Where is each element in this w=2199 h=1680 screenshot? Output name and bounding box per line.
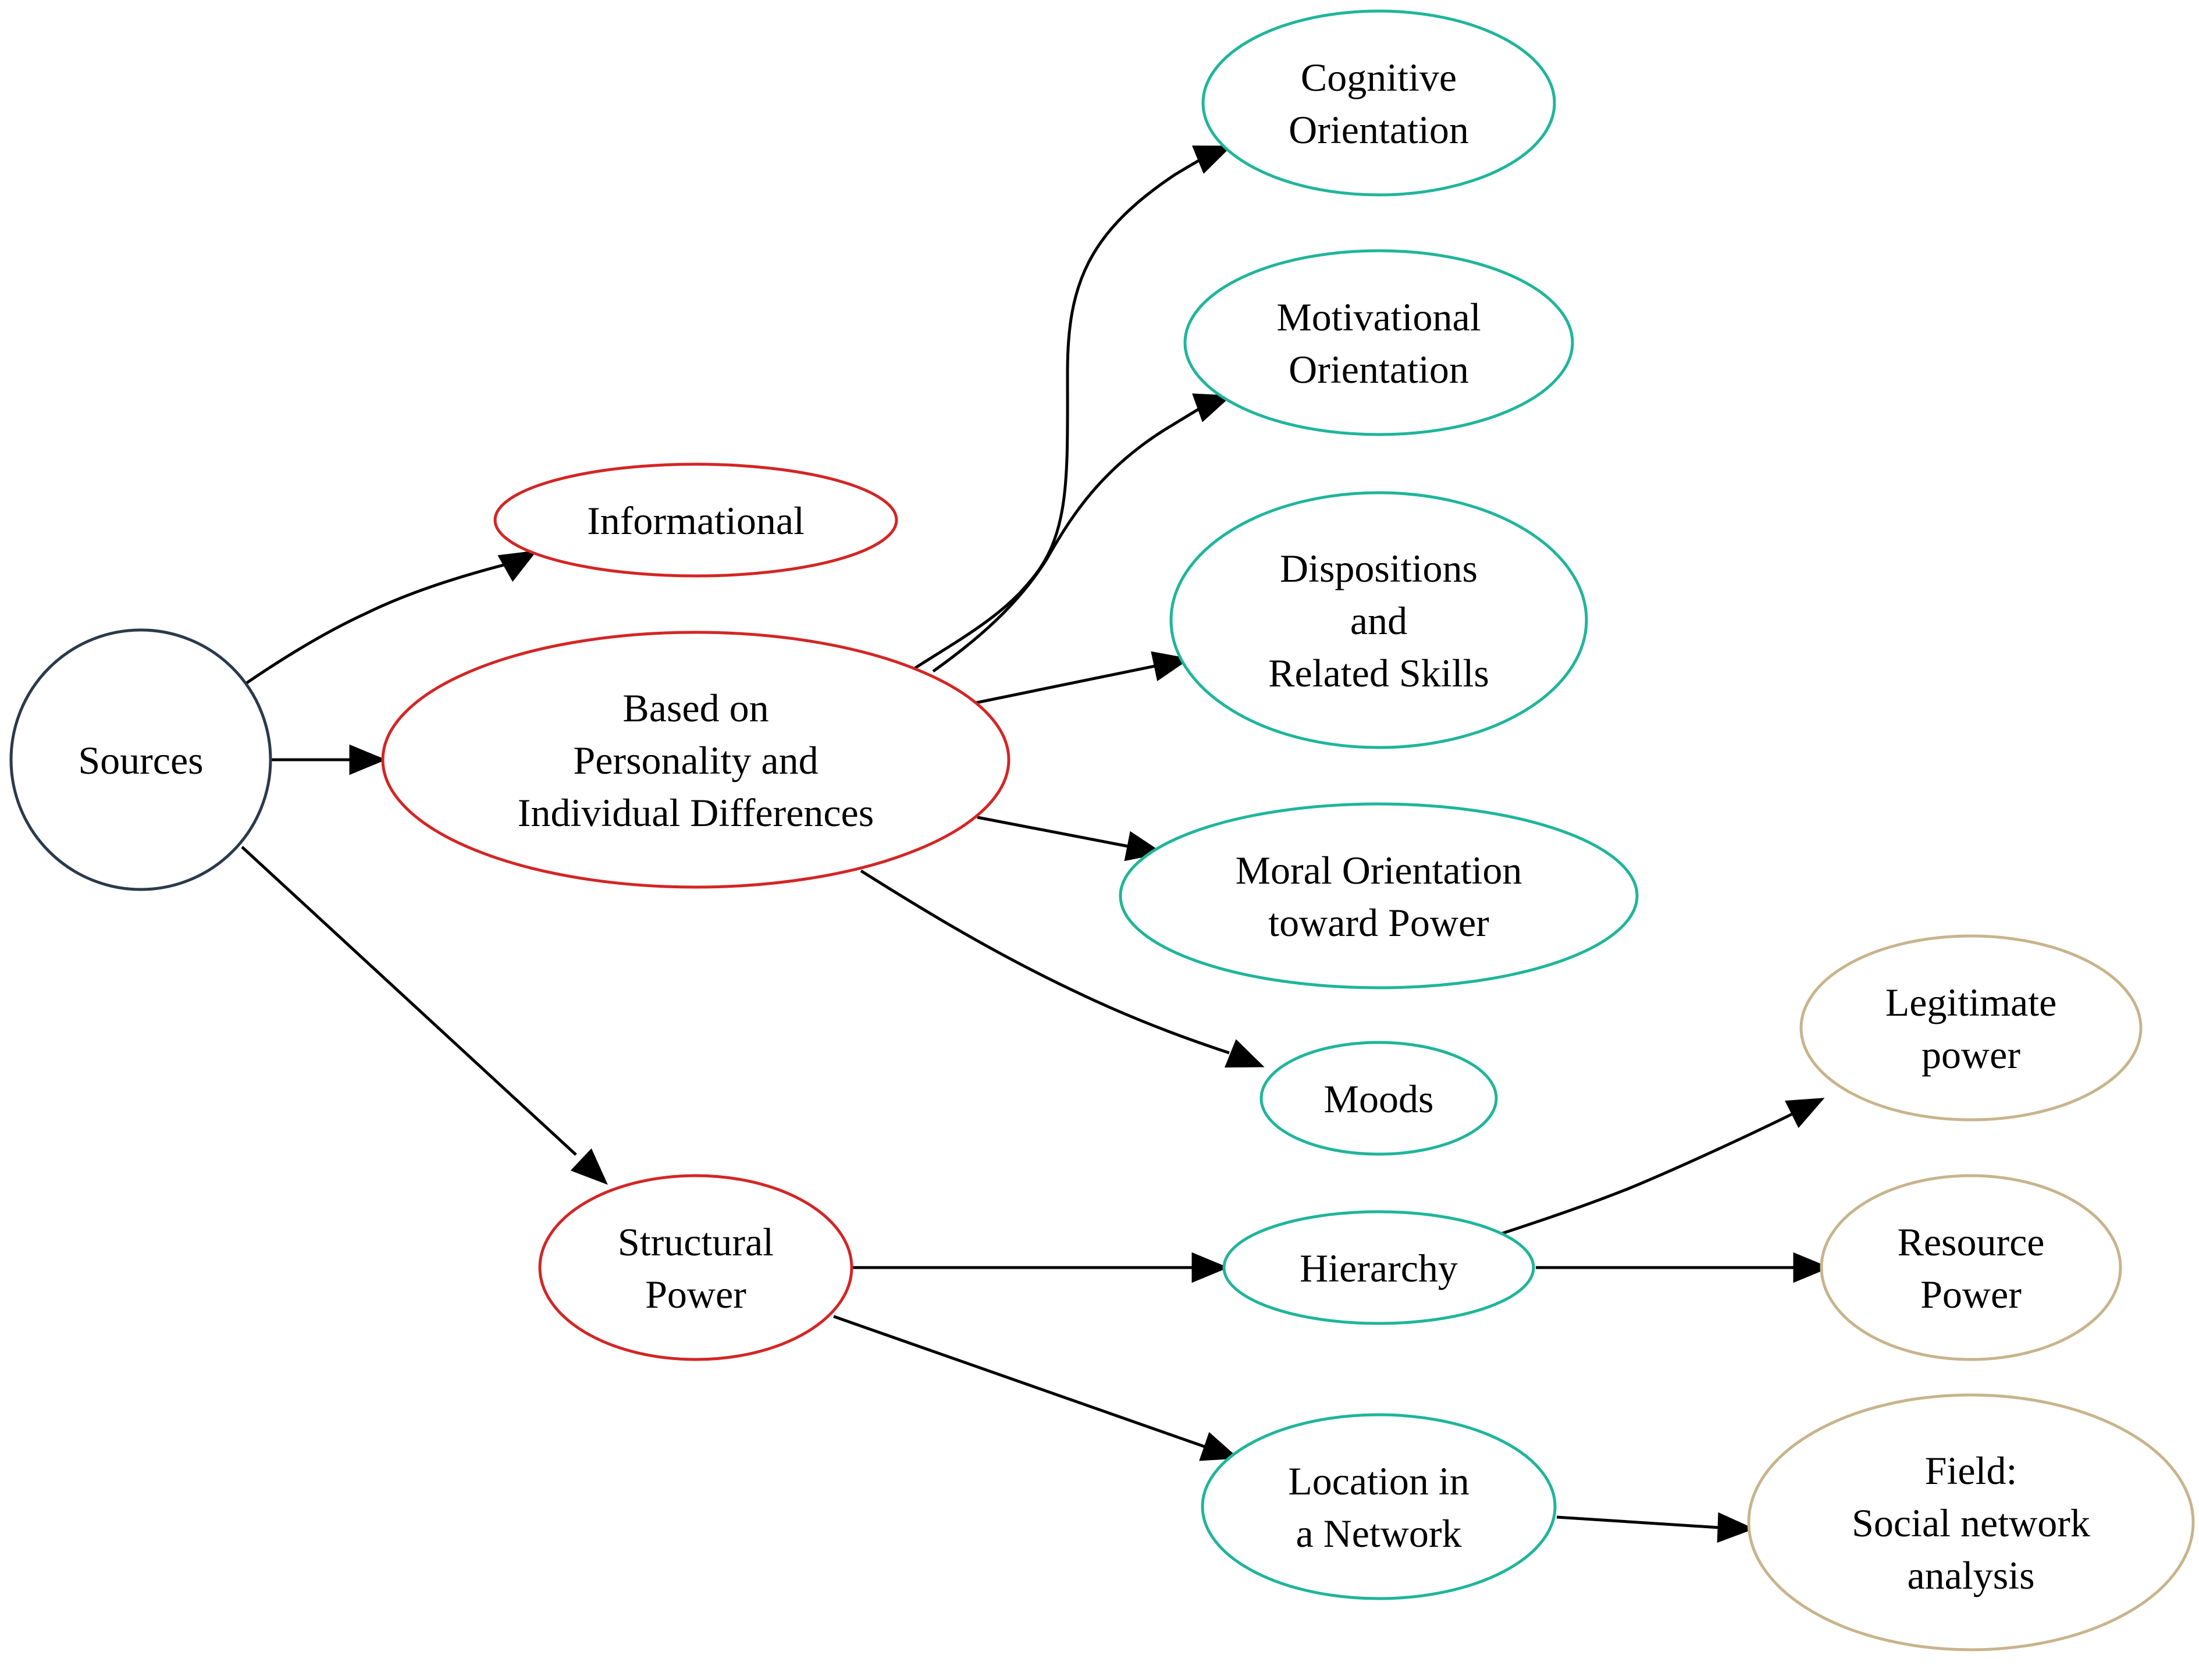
edge-sources-informational [245, 550, 538, 685]
node-personality-shape [381, 631, 1010, 889]
edge-personality-dispositions [976, 651, 1190, 704]
node-field: Field: Social network analysis [1747, 1393, 2195, 1651]
edge-personality-motivational [932, 393, 1232, 673]
node-cognitive: Cognitive Orientation [1201, 9, 1556, 197]
edge-hierarchy-legitimate [1500, 1098, 1825, 1236]
arrowhead-icon [349, 744, 386, 775]
node-network-label: Location in a Network [1288, 1459, 1469, 1556]
node-legitimate-shape [1799, 934, 2143, 1122]
node-dispositions-shape [1169, 491, 1588, 749]
edge-structural-network [833, 1315, 1239, 1461]
node-resource-label: Resource Power [1897, 1220, 2044, 1316]
node-legitimate-label: Legitimate power [1885, 980, 2057, 1077]
arrowhead-icon [1717, 1512, 1755, 1543]
node-network-shape [1201, 1413, 1557, 1600]
arrowhead-icon [1199, 1432, 1239, 1461]
node-personality-label: Based on Personality and Individual Differ… [518, 686, 874, 835]
node-field-label: Field: Social network analysis [1852, 1448, 2090, 1597]
node-dispositions: Dispositions and Related Skills [1169, 491, 1588, 749]
edge-structural-hierarchy [852, 1252, 1229, 1283]
edge-personality-moods [860, 869, 1265, 1068]
edge-line [245, 560, 518, 685]
edge-line [976, 664, 1155, 704]
node-hierarchy-label: Hierarchy [1300, 1246, 1458, 1290]
node-moral: Moral Orientation toward Power [1119, 802, 1639, 990]
edge-sources-structural [241, 846, 608, 1185]
edge-sources-personality [271, 744, 386, 775]
node-informational-shape [493, 462, 898, 578]
node-moods-label: Moods [1324, 1077, 1434, 1121]
arrowhead-icon [1793, 1252, 1830, 1283]
node-hierarchy-shape [1222, 1210, 1535, 1325]
node-structural-shape [538, 1174, 853, 1361]
edge-line [932, 403, 1208, 673]
edge-line [1500, 1110, 1797, 1236]
edge-personality-cognitive [913, 145, 1232, 670]
arrowhead-icon [1785, 1098, 1825, 1129]
edge-line [913, 154, 1208, 670]
node-sources-label: Sources [78, 738, 203, 782]
node-informational: Informational [493, 462, 898, 578]
node-motivational-shape [1183, 249, 1574, 436]
node-structural-label: Structural Power [618, 1220, 774, 1316]
edge-hierarchy-resource [1536, 1252, 1830, 1283]
node-structural: Structural Power [538, 1174, 853, 1361]
arrowhead-icon [1225, 1039, 1265, 1068]
node-motivational-label: Motivational Orientation [1276, 295, 1481, 391]
node-moods-shape [1259, 1041, 1498, 1156]
node-sources-shape [9, 628, 272, 891]
node-moods: Moods [1259, 1041, 1498, 1156]
nodes-layer: Sources Informational Based on Personality … [9, 9, 2195, 1651]
node-sources: Sources [9, 628, 272, 891]
edge-line [833, 1315, 1207, 1449]
node-personality: Based on Personality and Individual Differ… [381, 631, 1010, 889]
node-cognitive-label: Cognitive Orientation [1289, 55, 1469, 152]
edge-personality-moral [977, 816, 1163, 862]
edge-line [241, 846, 577, 1156]
node-legitimate: Legitimate power [1799, 934, 2143, 1122]
node-resource: Resource Power [1820, 1174, 2122, 1361]
edge-line [977, 816, 1129, 848]
edges-layer [241, 145, 1830, 1543]
node-motivational: Motivational Orientation [1183, 249, 1574, 436]
node-field-shape [1747, 1393, 2195, 1651]
arrowhead-icon [1191, 1252, 1229, 1283]
node-resource-shape [1820, 1174, 2122, 1361]
node-dispositions-label: Dispositions and Related Skills [1268, 546, 1489, 695]
arrowhead-icon [497, 550, 538, 582]
arrowhead-icon [1151, 651, 1190, 681]
node-network: Location in a Network [1201, 1413, 1557, 1600]
edge-line [860, 869, 1230, 1055]
arrowhead-icon [1192, 393, 1232, 422]
arrowhead-icon [570, 1148, 608, 1185]
node-informational-label: Informational [587, 499, 805, 543]
edge-line [1556, 1515, 1720, 1529]
node-moral-shape [1119, 802, 1639, 990]
node-cognitive-shape [1201, 9, 1556, 197]
edge-network-field [1556, 1512, 1755, 1543]
node-hierarchy: Hierarchy [1222, 1210, 1535, 1325]
node-moral-label: Moral Orientation toward Power [1236, 848, 1522, 945]
arrowhead-icon [1191, 145, 1232, 174]
